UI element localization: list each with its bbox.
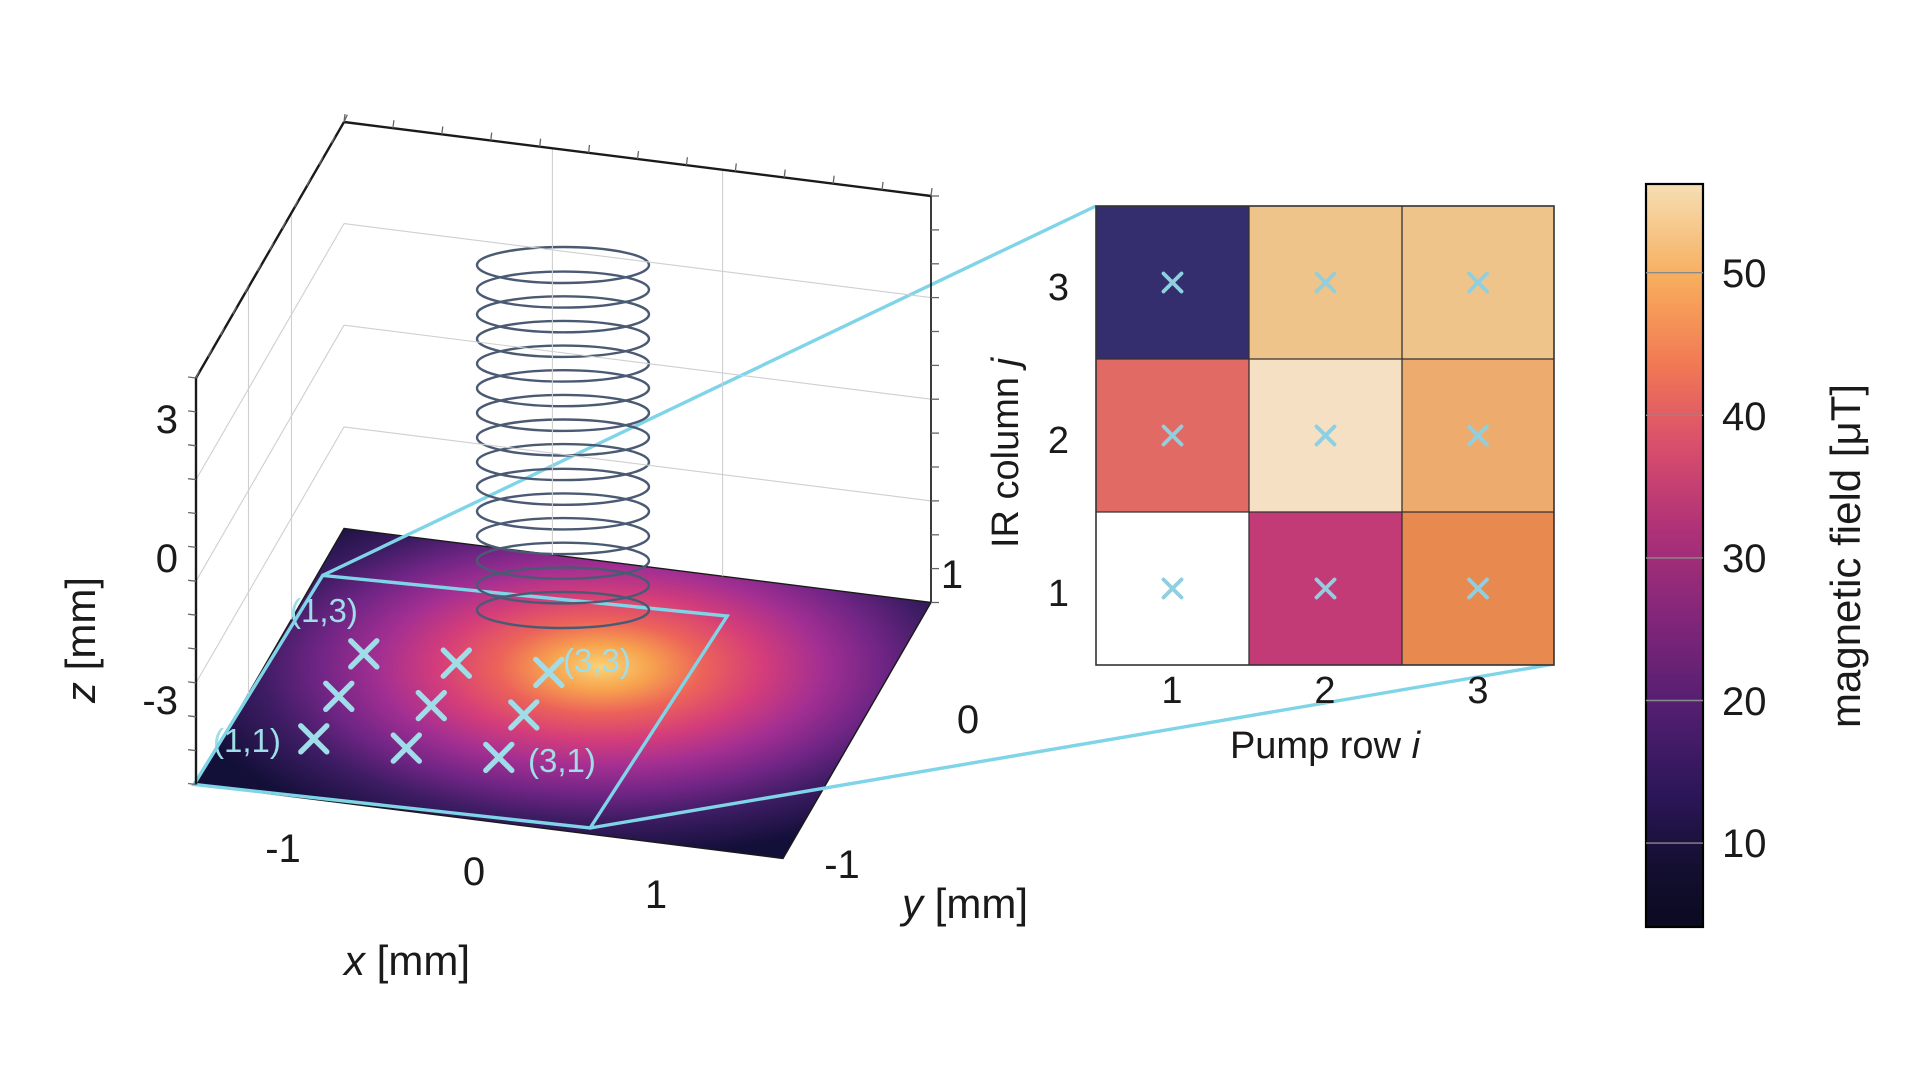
- svg-text:x [mm]: x [mm]: [342, 937, 470, 984]
- svg-text:1: 1: [1048, 573, 1069, 615]
- svg-text:magnetic field [μT]: magnetic field [μT]: [1822, 384, 1869, 728]
- svg-text:50: 50: [1722, 252, 1767, 296]
- svg-text:0: 0: [156, 537, 178, 581]
- svg-text:2: 2: [1048, 420, 1069, 462]
- svg-text:3: 3: [156, 398, 178, 442]
- svg-text:10: 10: [1722, 822, 1767, 866]
- svg-text:40: 40: [1722, 395, 1767, 439]
- svg-text:-1: -1: [824, 843, 860, 887]
- svg-text:1: 1: [941, 553, 963, 597]
- svg-text:30: 30: [1722, 537, 1767, 581]
- svg-text:3: 3: [1048, 267, 1069, 309]
- svg-text:3: 3: [1467, 670, 1488, 712]
- svg-text:z [mm]: z [mm]: [57, 577, 104, 704]
- svg-text:-1: -1: [265, 827, 301, 871]
- svg-text:1: 1: [645, 873, 667, 917]
- svg-text:y [mm]: y [mm]: [899, 880, 1028, 927]
- svg-text:20: 20: [1722, 680, 1767, 724]
- svg-text:(3,1): (3,1): [528, 742, 596, 779]
- svg-text:2: 2: [1314, 670, 1335, 712]
- svg-text:-3: -3: [142, 679, 178, 723]
- svg-text:0: 0: [463, 850, 485, 894]
- svg-text:1: 1: [1161, 670, 1182, 712]
- svg-text:(3,3): (3,3): [563, 642, 631, 679]
- svg-text:0: 0: [957, 698, 979, 742]
- svg-text:Pump row i: Pump row i: [1230, 725, 1422, 767]
- svg-text:(1,1): (1,1): [213, 722, 281, 759]
- svg-text:IR column j: IR column j: [985, 356, 1027, 548]
